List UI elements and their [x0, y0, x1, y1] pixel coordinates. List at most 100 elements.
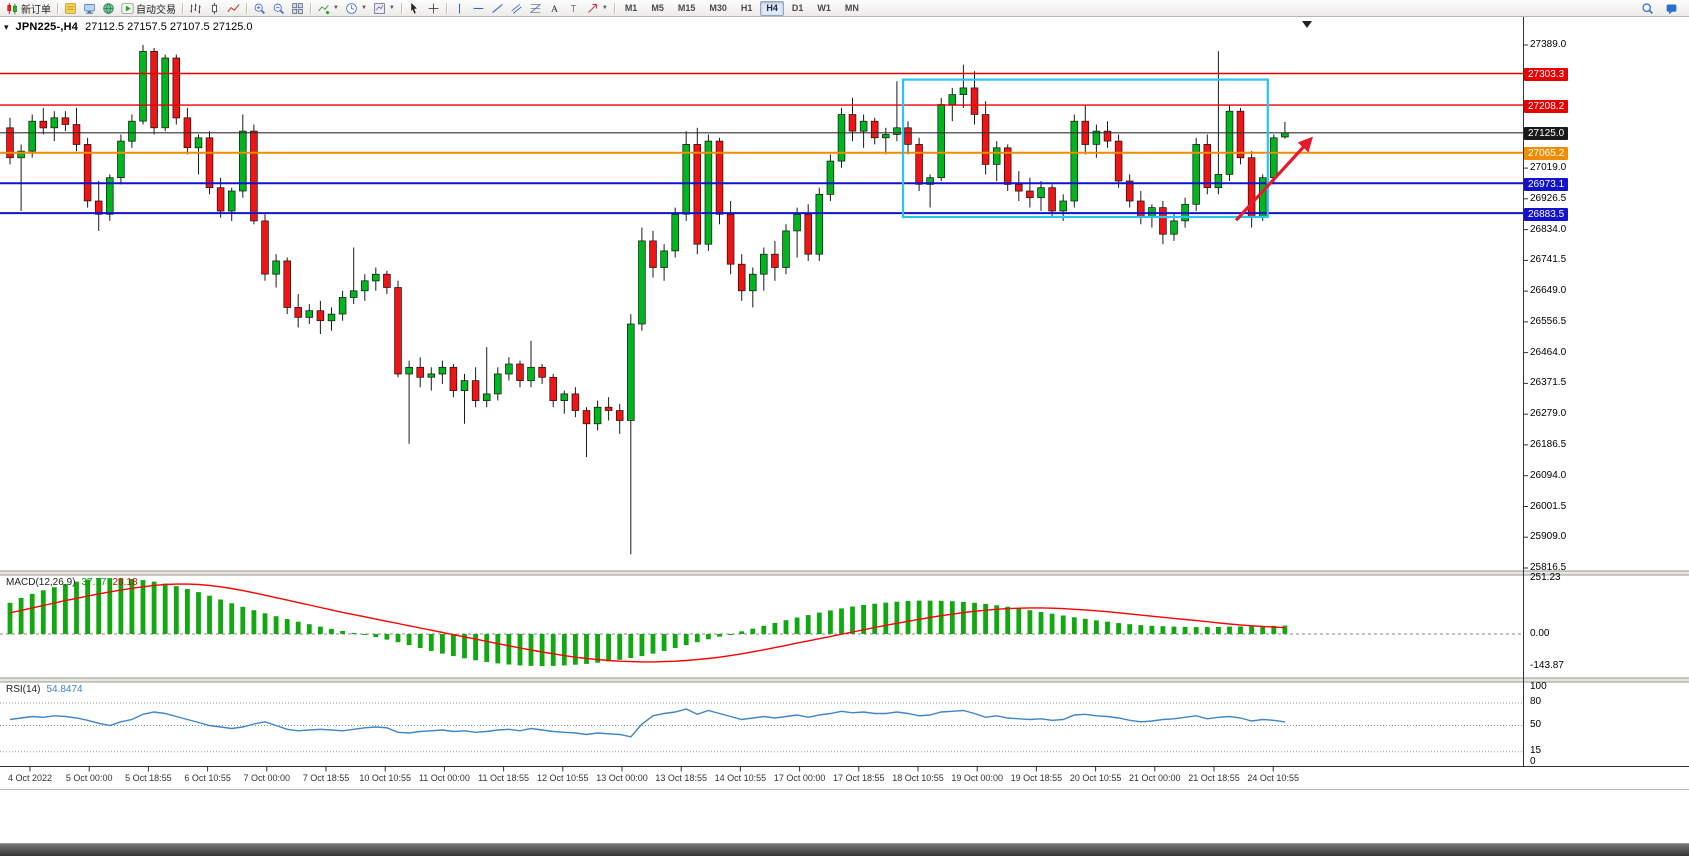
time-axis-label: 20 Oct 10:55: [1069, 773, 1122, 783]
timeframe-button-W1[interactable]: W1: [817, 2, 831, 13]
chart-canvas[interactable]: [0, 17, 1689, 790]
time-axis-label: 24 Oct 10:55: [1247, 773, 1299, 783]
toolbar-button-text-label[interactable]: T: [564, 0, 583, 17]
candle-icon: [212, 2, 217, 14]
time-axis-label: 21 Oct 18:55: [1188, 773, 1240, 783]
time-axis-label: 19 Oct 00:00: [951, 773, 1003, 783]
toolbar-button-chart-line[interactable]: [224, 0, 243, 17]
crosshair-icon: [428, 3, 439, 13]
time-axis-label: 21 Oct 00:00: [1129, 773, 1181, 783]
rsi-scale-label: 80: [1530, 696, 1542, 707]
price-tick-label: 26186.5: [1530, 438, 1567, 450]
macd-scale-label: -143.87: [1530, 660, 1564, 672]
candles: [6, 45, 1289, 555]
price-tick-label: 25816.5: [1530, 562, 1567, 573]
price-tick-label: 26556.5: [1530, 315, 1567, 327]
toolbar-right-icons: [1638, 0, 1686, 17]
symbol-label: JPN225-,H4: [15, 21, 79, 33]
price-tag: 27208.2: [1524, 99, 1569, 113]
time-axis[interactable]: 4 Oct 2022 5 Oct 00:00 5 Oct 18:55 6 Oct 10…: [0, 768, 1523, 790]
time-axis-label: 19 Oct 18:55: [1010, 773, 1063, 783]
svg-text:T: T: [570, 4, 576, 15]
toolbar-button-navigator[interactable]: [99, 0, 118, 17]
timeframe-button-H4[interactable]: H4: [760, 0, 784, 16]
toolbar-button-trend-line[interactable]: [488, 0, 507, 17]
monitor-icon: [84, 3, 95, 14]
timeframe-button-M5[interactable]: M5: [651, 2, 664, 13]
dropdown-caret-icon: ▼: [333, 5, 339, 11]
toolbar-button-indicators[interactable]: ▼: [314, 0, 342, 17]
price-tick-label: 26371.5: [1530, 377, 1567, 389]
toolbar-button-equidistant-channel[interactable]: [507, 0, 526, 17]
toolbar-button-new-order[interactable]: 新订单: [3, 0, 54, 17]
macd-pane: [0, 578, 1523, 667]
price-tick-label: 25909.0: [1530, 531, 1567, 543]
play-icon: [121, 2, 134, 14]
time-axis-label: 5 Oct 00:00: [65, 773, 113, 783]
toolbar-separator: [613, 2, 615, 14]
toolbar-button-fibonacci[interactable]: [526, 0, 545, 17]
grid-icon: [292, 2, 303, 14]
time-axis-label: 17 Oct 18:55: [833, 773, 885, 783]
ohlc-values: 27112.5 27157.5 27107.5 27125.0: [85, 21, 253, 33]
toolbar-button-label: 新订单: [21, 4, 51, 16]
rsi-label-row: RSI(14) 54.8474: [6, 684, 83, 695]
toolbar-button-tile-windows[interactable]: [288, 0, 307, 17]
price-tick-label: 27019.0: [1530, 162, 1567, 174]
price-tick-label: 26741.5: [1530, 254, 1567, 266]
toolbar-button-metaeditor[interactable]: [61, 0, 80, 17]
price-tag: 26883.5: [1524, 207, 1569, 221]
toolbar-button-community[interactable]: [1662, 0, 1681, 17]
time-axis-label: 14 Oct 10:55: [714, 773, 767, 783]
fibo-icon: [530, 3, 541, 13]
time-axis-label: 13 Oct 00:00: [596, 773, 648, 783]
rsi-scale-label: 50: [1530, 718, 1542, 730]
price-tick-label: 27389.0: [1530, 39, 1567, 50]
macd-main-value: 37.77: [81, 577, 107, 588]
toolbar-button-cursor[interactable]: [405, 0, 424, 17]
toolbar-button-chart-candles[interactable]: [205, 0, 224, 17]
dropdown-caret-icon: ▼: [360, 5, 367, 11]
time-axis-label: 4 Oct 2022: [7, 773, 53, 783]
price-scale-column[interactable]: 27389.0 27019.0 26926.5 26834.0 26741.5 26649…: [1524, 17, 1689, 767]
price-tick-label: 26279.0: [1530, 408, 1567, 420]
toolbar-button-crosshair[interactable]: [424, 0, 443, 17]
price-tick-label: 26001.5: [1530, 500, 1567, 512]
toolbar-button-search[interactable]: [1638, 0, 1657, 17]
toolbar-button-periods[interactable]: ▼: [342, 0, 370, 17]
toolbar-button-templates[interactable]: ▼: [370, 0, 398, 17]
time-axis-label: 11 Oct 00:00: [418, 773, 470, 783]
toolbar-button-zoom-out[interactable]: [269, 0, 288, 17]
price-tick-label: 26464.0: [1530, 346, 1567, 358]
macd-signal-value: 28.18: [112, 577, 138, 588]
chart-shift-marker-icon[interactable]: [1302, 21, 1312, 28]
toolbar-button-auto-trading[interactable]: 自动交易: [118, 0, 179, 17]
timeframe-button-M1[interactable]: M1: [624, 2, 638, 13]
candles-icon: [7, 2, 17, 14]
toolbar-button-vertical-line[interactable]: [450, 0, 469, 17]
time-axis-label: 11 Oct 18:55: [478, 773, 530, 783]
dropdown-caret-icon: ▼: [388, 5, 395, 11]
toolbar-button-chart-bars[interactable]: [186, 0, 205, 17]
rsi-value: 54.8474: [46, 684, 83, 695]
timeframe-button-M15[interactable]: M15: [677, 2, 696, 13]
price-tag: 26973.1: [1524, 177, 1569, 191]
dropdown-caret-icon: ▼: [601, 5, 608, 11]
trend-arrow[interactable]: [1234, 136, 1313, 222]
toolbar-button-text[interactable]: A: [545, 0, 564, 17]
toolbar-button-market-watch[interactable]: [80, 0, 99, 17]
toolbar-button-zoom-in[interactable]: [250, 0, 269, 17]
toolbar-button-horizontal-line[interactable]: [469, 0, 488, 17]
hline-icon: [473, 7, 484, 9]
timeframe-button-H1[interactable]: H1: [740, 2, 753, 13]
timeframe-button-D1[interactable]: D1: [791, 2, 804, 13]
time-axis-label: 6 Oct 10:55: [184, 773, 231, 783]
tline-icon: [492, 3, 503, 13]
toolbar-button-arrows[interactable]: ▼: [583, 0, 611, 17]
time-axis-label: 13 Oct 18:55: [655, 773, 707, 783]
timeframe-button-MN[interactable]: MN: [844, 2, 859, 13]
consolidation-box[interactable]: [901, 78, 1269, 219]
timeframe-button-M30[interactable]: M30: [709, 2, 727, 13]
chat-icon: [1666, 3, 1677, 14]
one-click-trading-toggle-icon[interactable]: ▾: [4, 22, 9, 32]
